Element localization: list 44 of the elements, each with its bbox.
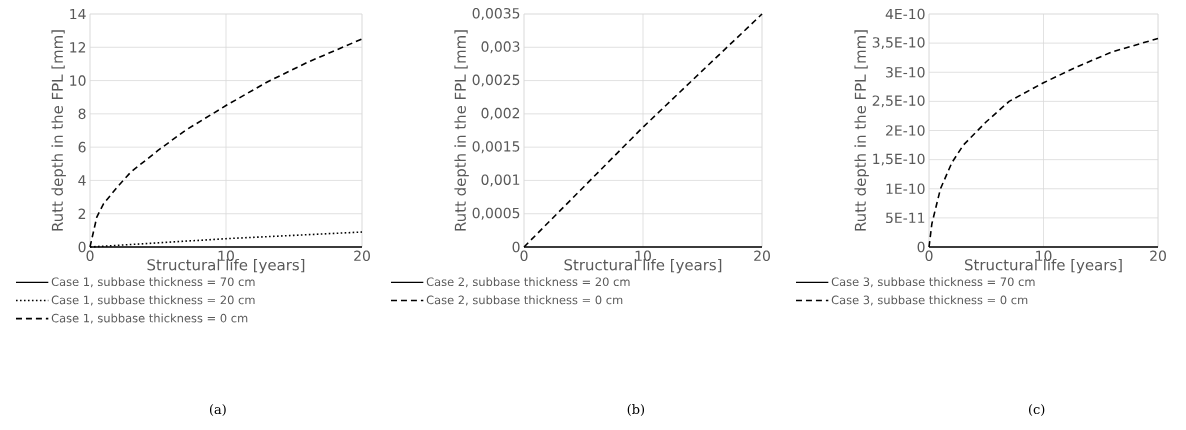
y-tick-label: 0,0025 <box>472 74 520 87</box>
legend-label: Case 3, subbase thickness = 0 cm <box>831 295 1028 306</box>
y-tick-label: 0,002 <box>481 107 520 120</box>
y-axis-title: Rutt depth in the FPL [mm] <box>454 30 469 231</box>
y-tick-label: 0,001 <box>481 174 520 187</box>
text: (c) <box>1029 404 1045 416</box>
y-tick-label: 5E-11 <box>886 212 925 224</box>
y-tick-label: 14 <box>70 8 86 20</box>
legend-label: Case 2, subbase thickness = 20 cm <box>426 277 630 288</box>
x-tick-label: 20 <box>354 250 370 262</box>
legend-label: Case 2, subbase thickness = 0 cm <box>426 295 623 306</box>
y-tick-label: 1E-10 <box>886 183 925 195</box>
x-tick-label: 0 <box>925 250 933 262</box>
y-tick-label: 12 <box>70 42 86 53</box>
legend-label: Case 1, subbase thickness = 70 cm <box>51 277 255 288</box>
y-tick-label: 0,0035 <box>472 8 520 20</box>
y-tick-label: 3,5E-10 <box>872 37 925 50</box>
y-tick-label: 0,0015 <box>472 141 520 154</box>
legend-label: Case 1, subbase thickness = 20 cm <box>51 295 255 306</box>
y-tick-label: 2E-10 <box>886 125 925 136</box>
y-tick-label: 0 <box>917 241 925 253</box>
y-tick-label: 0 <box>512 241 520 253</box>
y-tick-label: 4 <box>78 175 86 186</box>
y-axis-title: Rutt depth in the FPL [mm] <box>51 30 66 231</box>
x-tick-label: 20 <box>1150 250 1166 262</box>
x-tick-label: 20 <box>754 250 770 262</box>
y-tick-label: 3E-10 <box>886 66 925 78</box>
y-axis-title: Rutt depth in the FPL [mm] <box>854 30 869 231</box>
y-tick-label: 0 <box>78 241 86 253</box>
y-tick-label: 0,003 <box>481 41 520 54</box>
text: (a) <box>209 404 226 416</box>
legend-label: Case 1, subbase thickness = 0 cm <box>51 313 248 324</box>
y-tick-label: 2 <box>78 208 86 219</box>
text: (b) <box>627 404 645 416</box>
y-tick-label: 10 <box>70 75 86 86</box>
y-tick-label: 2,5E-10 <box>872 95 925 108</box>
y-tick-label: 0,0005 <box>472 207 520 220</box>
y-tick-label: 4E-10 <box>885 8 925 20</box>
x-tick-label: 0 <box>520 250 528 262</box>
y-tick-label: 6 <box>78 141 86 153</box>
y-tick-label: 8 <box>78 108 86 120</box>
y-tick-label: 1,5E-10 <box>873 153 925 166</box>
x-tick-label: 0 <box>86 250 94 262</box>
legend-label: Case 3, subbase thickness = 70 cm <box>831 277 1035 288</box>
